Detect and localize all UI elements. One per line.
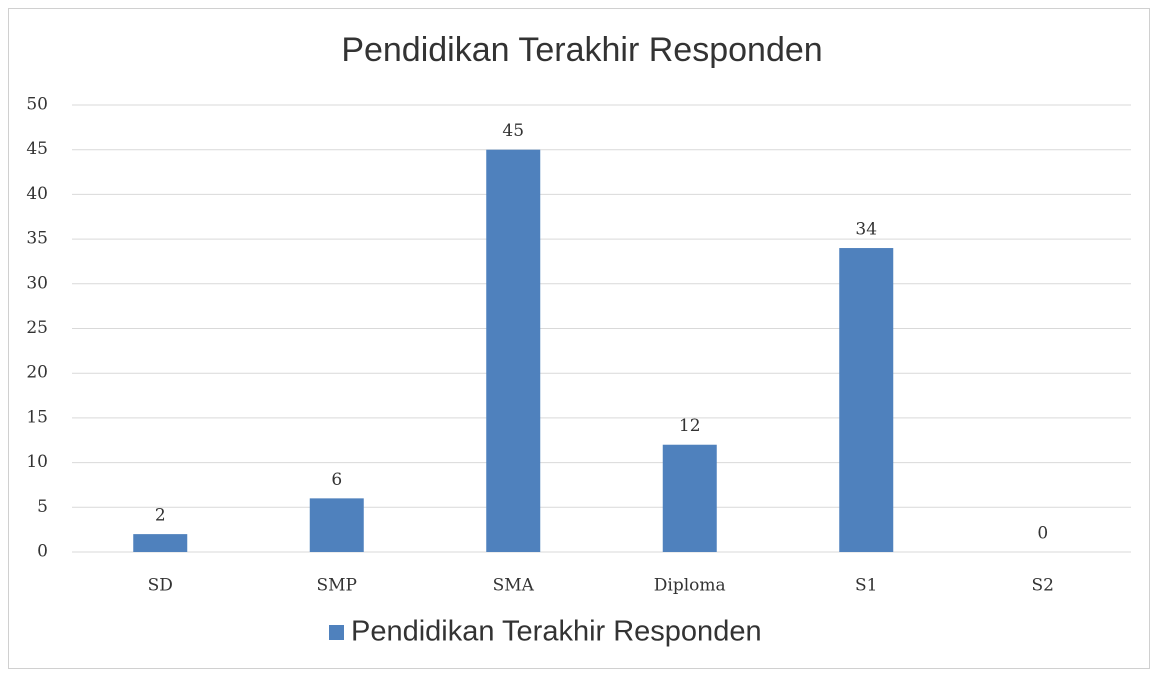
data-label: 0: [1037, 524, 1048, 544]
y-tick-label: 45: [26, 139, 48, 159]
y-tick-label: 15: [26, 407, 48, 427]
bar: [133, 534, 188, 552]
x-tick-label: SMA: [493, 576, 535, 596]
y-tick-label: 35: [26, 229, 48, 249]
x-tick-label: Diploma: [654, 576, 726, 596]
legend-label: Pendidikan Terakhir Responden: [351, 616, 762, 648]
x-tick-label: S2: [1032, 576, 1054, 596]
x-tick-label: SMP: [317, 576, 358, 596]
legend-swatch: [329, 625, 344, 640]
x-tick-label: SD: [148, 576, 173, 596]
data-label: 45: [502, 121, 524, 141]
chart-title: Pendidikan Terakhir Responden: [341, 31, 822, 69]
y-tick-label: 25: [26, 318, 48, 338]
data-label: 12: [679, 416, 701, 436]
data-label: 34: [855, 220, 877, 240]
y-tick-label: 5: [37, 497, 48, 517]
bar: [839, 248, 894, 553]
y-tick-label: 30: [26, 273, 48, 293]
bar: [486, 149, 541, 552]
y-tick-label: 40: [26, 184, 48, 204]
y-tick-label: 0: [37, 542, 48, 562]
data-label: 6: [331, 470, 342, 490]
data-label: 2: [155, 506, 166, 526]
y-tick-label: 20: [26, 363, 48, 383]
chart-border: [8, 8, 1150, 669]
y-tick-label: 10: [26, 452, 48, 472]
x-tick-label: S1: [855, 576, 877, 596]
bar: [309, 498, 364, 552]
bar: [662, 444, 717, 552]
y-tick-label: 50: [26, 95, 48, 115]
